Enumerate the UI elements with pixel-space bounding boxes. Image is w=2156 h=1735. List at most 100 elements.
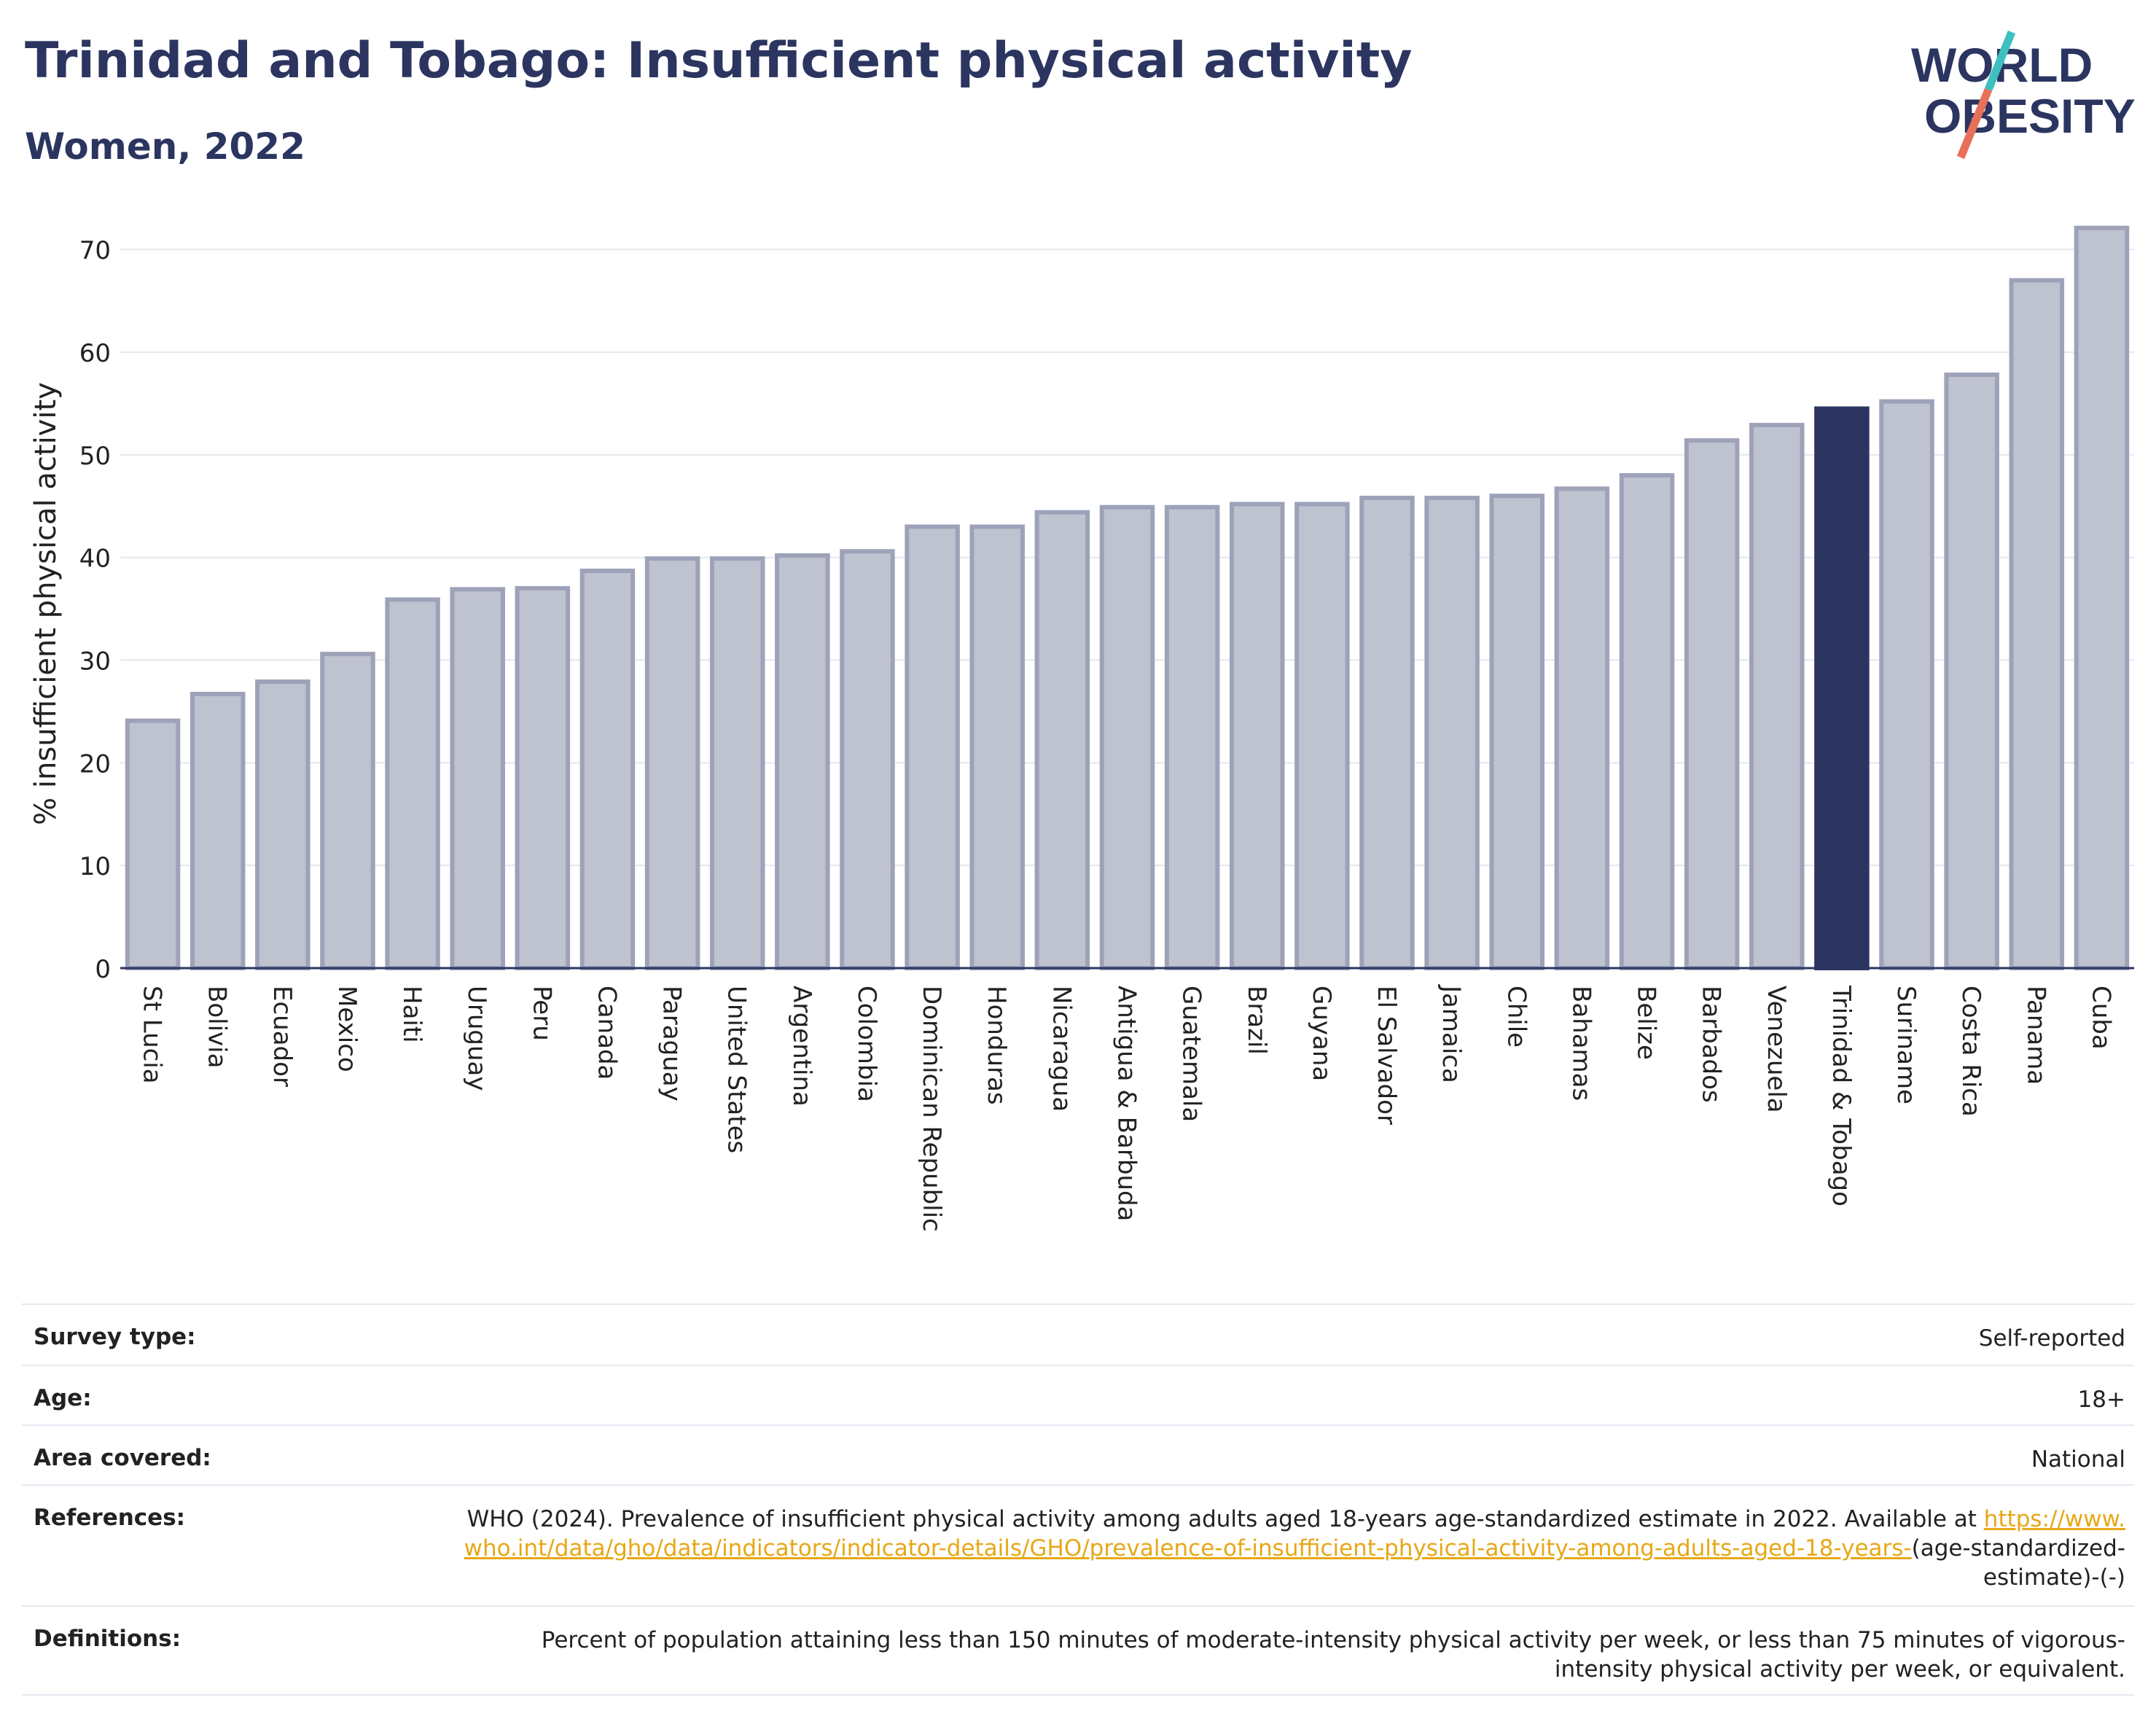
bar [385,597,440,971]
bar [1879,399,1934,970]
x-tick-label: Paraguay [657,986,687,1102]
bar [515,585,571,970]
x-tick-label: Haiti [397,986,426,1043]
bars [125,225,2130,971]
references-link[interactable]: https://www.who.int/data/gho/data/indica… [464,1506,2125,1562]
x-tick-label: United States [722,986,751,1153]
x-tick-label: Trinidad & Tobago [1827,985,1856,1206]
x-tick-label: Cuba [2086,986,2115,1050]
x-tick-label: Uruguay [462,986,491,1091]
x-tick-label: Bolivia [203,986,232,1068]
bar [1359,496,1415,970]
x-tick-label: Colombia [852,986,881,1102]
x-tick-label: Canada [592,986,621,1080]
x-tick-label: Antigua & Barbuda [1112,986,1141,1221]
x-tick-label: Guatemala [1177,986,1206,1122]
bar [1229,502,1285,970]
bar [579,569,636,970]
bar [1099,504,1155,970]
bar [644,556,700,970]
bar [1944,373,1999,970]
y-tick-label: 60 [79,339,111,368]
y-tick-label: 20 [79,749,111,779]
logo-slash-coral [1956,87,1993,160]
definitions-value: Percent of population attaining less tha… [541,1627,2125,1683]
bar [2074,225,2130,971]
bar [905,524,960,970]
bar-chart: 0 10 20 30 40 50 60 70 St Lucia Bolivia Ecuador Me… [29,225,2134,1232]
meta-row-definitions: Definitions: Percent of population attai… [22,1605,2134,1696]
x-tick-label: Brazil [1242,986,1271,1055]
area-value: National [2031,1446,2125,1473]
y-tick-label: 50 [79,442,111,471]
x-tick-label: Venezuela [1762,986,1791,1113]
bar [1554,486,1610,970]
bar [1424,496,1480,970]
bar [1684,438,1740,970]
x-tick-label: Jamaica [1437,984,1466,1083]
bar [1489,494,1545,970]
page-title: Trinidad and Tobago: Insufficient physic… [25,32,1413,90]
x-tick-label: Bahamas [1566,986,1595,1101]
x-tick-label: Ecuador [267,986,297,1087]
bar [1164,504,1220,970]
page-subtitle: Women, 2022 [25,125,305,168]
bar [450,587,505,970]
x-tick-label: Chile [1501,986,1531,1048]
references-text: WHO (2024). Prevalence of insufficient p… [466,1506,1977,1532]
bar [1749,423,1805,970]
references-value: WHO (2024). Prevalence of insufficient p… [464,1505,2125,1605]
y-axis-label: % insufficient physical activity [29,382,63,825]
x-tick-label: Panama [2021,986,2050,1085]
x-tick-label: Peru [527,986,556,1041]
y-tick-label: 70 [79,236,111,265]
x-tick-label: Dominican Republic [917,986,946,1232]
survey-type-value: Self-reported [1978,1325,2125,1352]
logo-slash-teal [1984,30,2016,92]
x-tick-label: Honduras [982,986,1011,1105]
meta-row-age: Age: 18+ [22,1365,2134,1424]
bar [190,692,246,970]
x-tick-label: Barbados [1697,986,1726,1103]
bar [709,556,765,970]
x-tick-label: Argentina [787,986,816,1107]
x-tick-label: Mexico [332,986,362,1072]
bar [1034,510,1090,970]
x-tick-label: St Lucia [138,986,167,1084]
bar [2009,278,2065,970]
metadata-table: Survey type: Self-reported Age: 18+ Area… [22,1303,2134,1696]
bar-highlight [1814,406,1870,970]
bar [255,679,310,971]
y-tick-label: 30 [79,647,111,677]
meta-row-area: Area covered: National [22,1424,2134,1484]
age-label: Age: [34,1385,92,1411]
age-value: 18+ [2077,1387,2125,1413]
x-tick-label: Belize [1632,986,1661,1060]
x-tick-label: El Salvador [1372,986,1401,1125]
x-tick-label: Suriname [1891,986,1921,1104]
y-tick-label: 0 [95,955,111,984]
x-tick-label: Guyana [1307,986,1336,1081]
references-suffix: (age-standardized-estimate)-(-) [1911,1535,2125,1591]
x-tick-labels: St Lucia Bolivia Ecuador Mexico Haiti Uruguay… [138,984,2116,1232]
area-label: Area covered: [34,1445,211,1471]
y-tick-labels: 0 10 20 30 40 50 60 70 [79,236,111,984]
bar [125,718,181,971]
x-tick-label: Costa Rica [1956,986,1985,1117]
bar [1619,473,1675,970]
logo-line2: OBESITY [1924,89,2136,143]
y-tick-label: 40 [79,545,111,574]
references-label: References: [34,1505,186,1531]
bar [840,549,895,970]
x-tick-label: Nicaragua [1047,986,1076,1112]
meta-row-survey-type: Survey type: Self-reported [22,1303,2134,1365]
world-obesity-logo: WORLD OBESITY [1911,30,2136,160]
meta-row-references: References: WHO (2024). Prevalence of in… [22,1484,2134,1605]
bar [775,553,830,970]
bar [969,524,1026,970]
y-tick-label: 10 [79,852,111,881]
survey-type-label: Survey type: [34,1324,196,1350]
bar [320,652,375,971]
bar [1294,502,1350,970]
definitions-label: Definitions: [34,1626,181,1652]
